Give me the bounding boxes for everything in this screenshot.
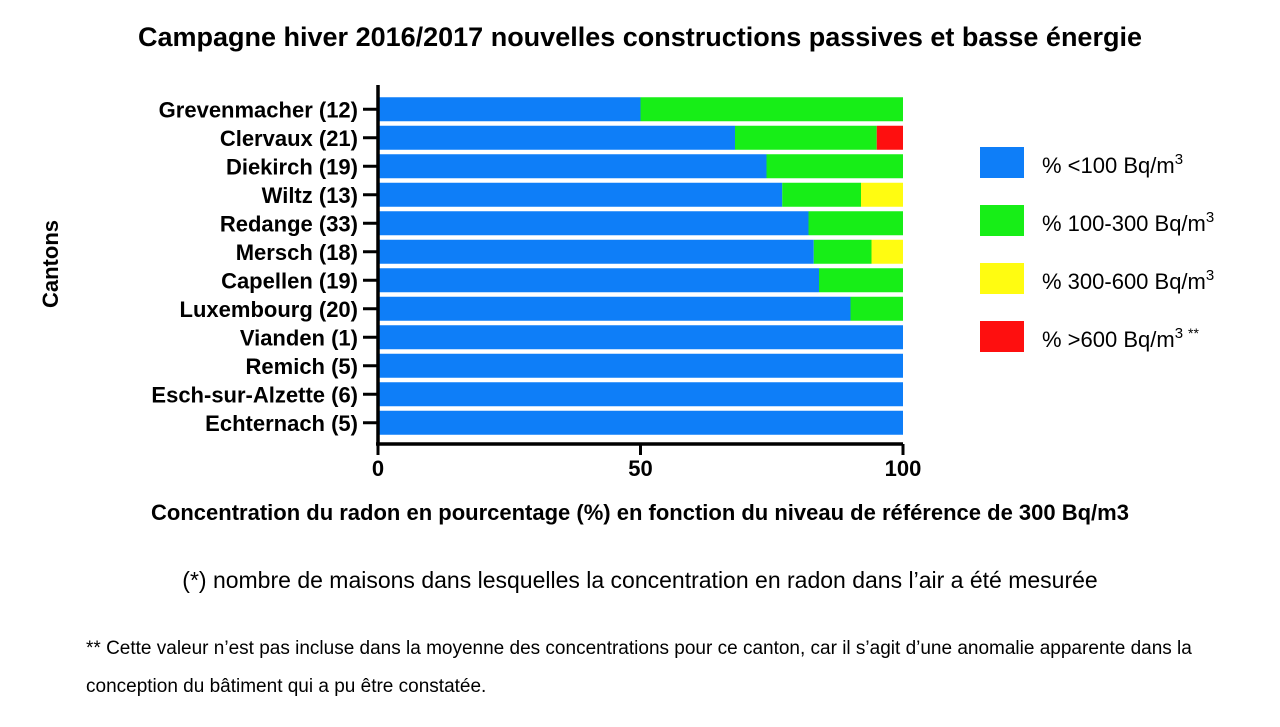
footnote-houses-measured: (*) nombre de maisons dans lesquelles la… [182, 567, 1098, 593]
bar-segment [871, 239, 903, 264]
category-label: Redange (33) [220, 211, 358, 236]
chart-title: Campagne hiver 2016/2017 nouvelles const… [138, 22, 1142, 52]
category-label: Esch-sur-Alzette (6) [151, 382, 358, 407]
category-label: Luxembourg (20) [180, 297, 358, 322]
bar-segment [378, 325, 903, 350]
category-label: Wiltz (13) [262, 183, 358, 208]
legend-swatch [980, 263, 1024, 294]
legend-swatch [980, 321, 1024, 352]
bar-segment [378, 410, 903, 435]
bar-segment [378, 154, 767, 179]
x-tick-label: 0 [372, 456, 384, 481]
legend-label: % >600 Bq/m3 ** [1042, 325, 1199, 352]
category-label: Vianden (1) [240, 325, 358, 350]
category-label: Remich (5) [246, 354, 358, 379]
bar-segment [766, 154, 903, 179]
bar-segment [378, 353, 903, 378]
bar-segment [378, 296, 851, 321]
legend-label: % 300-600 Bq/m3 [1042, 267, 1214, 294]
legend-swatch [980, 147, 1024, 178]
y-axis-title: Cantons [38, 220, 63, 308]
bars-group [378, 97, 903, 435]
bar-segment [813, 239, 872, 264]
bar-segment [378, 239, 814, 264]
category-labels: Grevenmacher (12) Clervaux (21) Diekirch (… [151, 97, 358, 436]
bar-segment [819, 268, 903, 293]
bar-segment [861, 182, 903, 207]
axes-group [363, 85, 905, 455]
bar-segment [782, 182, 861, 207]
category-label: Clervaux (21) [220, 126, 358, 151]
category-label: Echternach (5) [205, 411, 358, 436]
bar-segment [378, 125, 735, 150]
bar-segment [378, 268, 819, 293]
category-label: Grevenmacher (12) [159, 97, 358, 122]
bar-segment [378, 182, 783, 207]
legend-swatch [980, 205, 1024, 236]
category-label: Mersch (18) [236, 240, 358, 265]
x-tick-label: 50 [628, 456, 652, 481]
category-label: Capellen (19) [221, 268, 358, 293]
footnote-anomaly: ** Cette valeur n’est pas incluse dans l… [86, 638, 1192, 697]
bar-segment [378, 97, 641, 122]
bar-segment [640, 97, 903, 122]
legend-label: % <100 Bq/m3 [1042, 151, 1183, 178]
legend: % <100 Bq/m3 % 100-300 Bq/m3 % 300-600 Bq/… [980, 147, 1214, 352]
x-tick-labels: 0 50 100 [372, 456, 921, 481]
bar-segment [808, 211, 903, 236]
bar-segment [735, 125, 877, 150]
x-tick-label: 100 [885, 456, 922, 481]
x-axis-title: Concentration du radon en pourcentage (%… [151, 500, 1129, 525]
bar-segment [850, 296, 903, 321]
bar-segment [876, 125, 903, 150]
bar-segment [378, 382, 903, 407]
bar-segment [378, 211, 809, 236]
category-label: Diekirch (19) [226, 154, 358, 179]
legend-label: % 100-300 Bq/m3 [1042, 209, 1214, 236]
